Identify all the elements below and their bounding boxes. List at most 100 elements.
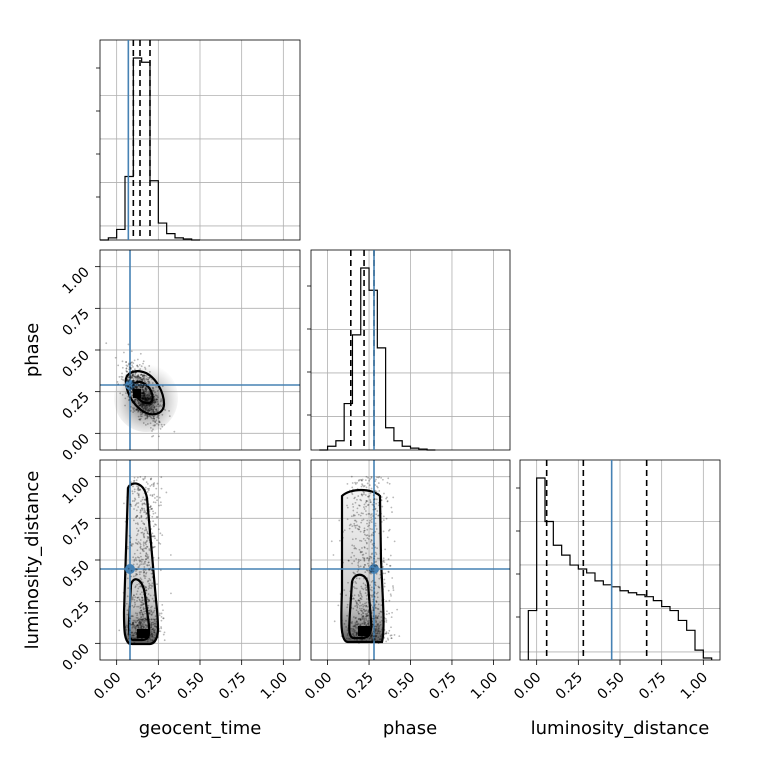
scatter-point <box>132 377 135 380</box>
scatter-point <box>138 631 141 634</box>
scatter-point <box>346 606 349 609</box>
scatter-point <box>374 630 377 633</box>
scatter-point <box>355 577 358 580</box>
scatter-point <box>145 389 147 392</box>
scatter-point <box>154 512 157 514</box>
scatter-point <box>155 516 158 518</box>
scatter-point <box>135 383 138 386</box>
scatter-point <box>140 634 143 637</box>
scatter-point <box>371 547 374 550</box>
scatter-point <box>362 626 365 629</box>
scatter-point <box>136 614 139 617</box>
scatter-point <box>133 497 136 500</box>
scatter-point <box>143 592 146 595</box>
scatter-point <box>147 536 150 538</box>
scatter-point <box>144 398 146 401</box>
scatter-point <box>133 598 136 601</box>
scatter-point <box>155 409 158 412</box>
scatter-point <box>132 387 135 389</box>
scatter-point <box>143 622 145 624</box>
scatter-point <box>365 588 367 591</box>
scatter-point <box>146 385 148 388</box>
scatter-point <box>132 615 134 618</box>
scatter-point <box>137 397 140 399</box>
scatter-point <box>359 619 362 622</box>
scatter-point <box>359 530 362 533</box>
scatter-point <box>136 596 139 599</box>
scatter-point <box>149 415 152 418</box>
scatter-point <box>371 625 374 628</box>
scatter-point <box>143 392 145 395</box>
scatter-point <box>368 586 371 589</box>
scatter-point <box>341 552 343 555</box>
scatter-point <box>384 572 387 575</box>
scatter-point <box>127 622 130 625</box>
scatter-point <box>153 599 156 602</box>
scatter-point <box>157 417 160 420</box>
panel-geocent-time-hist <box>99 39 301 241</box>
scatter-point <box>154 625 156 628</box>
scatter-point <box>372 534 375 537</box>
scatter-point <box>136 629 139 631</box>
scatter-point <box>147 561 150 564</box>
scatter-point <box>133 637 136 640</box>
scatter-point <box>148 569 151 571</box>
scatter-point <box>136 624 139 627</box>
scatter-point <box>151 633 153 636</box>
scatter-point <box>148 365 151 367</box>
scatter-point <box>367 621 370 624</box>
scatter-point <box>134 399 136 402</box>
scatter-point <box>140 405 143 408</box>
scatter-point <box>140 396 143 399</box>
scatter-point <box>150 408 152 411</box>
scatter-point <box>140 386 143 389</box>
y-tick-label: 1.00 <box>59 474 92 507</box>
scatter-point <box>148 516 151 519</box>
scatter-point <box>152 510 154 513</box>
scatter-point <box>370 513 373 515</box>
scatter-point <box>151 632 153 635</box>
scatter-point <box>374 507 377 510</box>
scatter-point <box>153 535 155 537</box>
scatter-point <box>137 541 140 543</box>
scatter-point <box>349 601 352 603</box>
scatter-point <box>138 402 140 404</box>
scatter-point <box>360 609 363 612</box>
scatter-point <box>138 389 140 392</box>
scatter-point <box>371 623 374 626</box>
scatter-point <box>152 401 155 404</box>
scatter-point <box>142 627 145 630</box>
scatter-point <box>135 381 138 384</box>
scatter-point <box>142 391 145 394</box>
scatter-point <box>133 594 135 597</box>
scatter-point <box>149 399 152 402</box>
scatter-point <box>137 394 140 397</box>
scatter-point <box>140 384 143 387</box>
scatter-point <box>350 622 353 625</box>
scatter-point <box>135 616 138 619</box>
scatter-point <box>131 500 134 502</box>
scatter-point <box>146 632 149 635</box>
scatter-point <box>132 379 135 382</box>
scatter-point <box>365 604 368 607</box>
scatter-point <box>141 603 144 606</box>
scatter-point <box>147 635 150 637</box>
scatter-point <box>378 577 381 580</box>
scatter-point <box>151 396 154 399</box>
scatter-point <box>154 401 157 403</box>
scatter-point <box>125 374 128 377</box>
scatter-point <box>362 631 365 634</box>
scatter-point <box>105 342 108 345</box>
scatter-point <box>145 385 147 387</box>
scatter-point <box>143 570 146 573</box>
scatter-point <box>144 624 147 627</box>
scatter-point <box>363 626 366 629</box>
scatter-point <box>139 418 142 421</box>
x-tick-label: 0.50 <box>174 670 207 703</box>
scatter-point <box>127 380 130 383</box>
scatter-point <box>145 382 147 384</box>
scatter-point <box>129 622 131 625</box>
scatter-point <box>136 395 138 398</box>
scatter-point <box>156 634 159 637</box>
